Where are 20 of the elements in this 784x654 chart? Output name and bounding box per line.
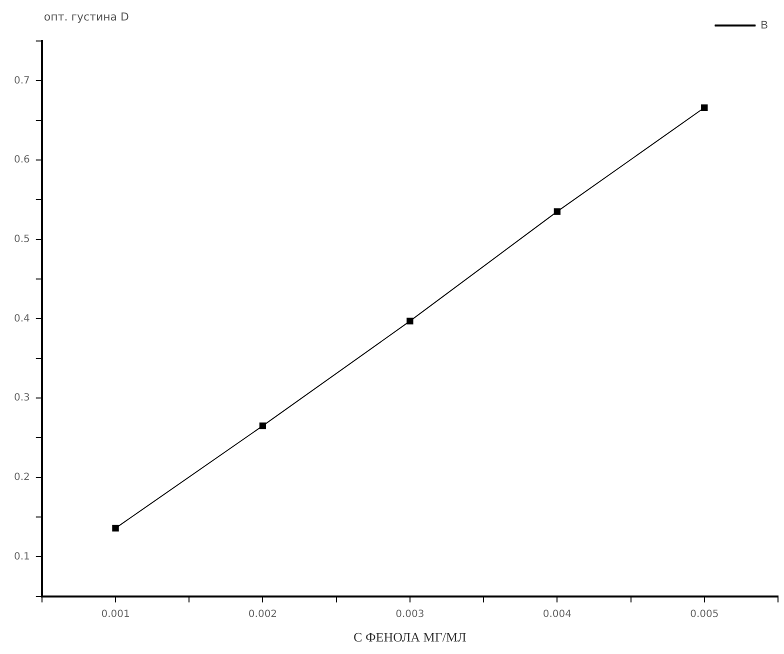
point bbox=[701, 104, 708, 111]
x-tick-label: 0.005 bbox=[690, 608, 719, 620]
point bbox=[406, 318, 414, 324]
point bbox=[259, 422, 266, 430]
point bbox=[112, 524, 119, 532]
x-tick-label: 0.001 bbox=[101, 608, 130, 620]
y-tick-label: 0.6 bbox=[14, 154, 30, 166]
x-tick-label: 0.002 bbox=[248, 608, 278, 620]
y-tick-label: 0.4 bbox=[14, 313, 30, 324]
x-tick-label: 0.003 bbox=[396, 608, 424, 620]
y-tick-label: 0.7 bbox=[14, 75, 30, 86]
y-tick-label: 0.2 bbox=[14, 472, 30, 483]
y-tick-label: 0.1 bbox=[14, 551, 30, 562]
x-axis-title: С ФЕНОЛА МГ/МЛ bbox=[354, 630, 467, 645]
y-tick-label: 0.3 bbox=[14, 392, 30, 404]
x-tick-label: 0.004 bbox=[542, 608, 572, 620]
legend-label: B bbox=[760, 20, 768, 32]
y-axis-title: опт. густина D bbox=[44, 10, 130, 24]
y-tick-label: 0.5 bbox=[14, 234, 30, 245]
point bbox=[554, 208, 560, 215]
